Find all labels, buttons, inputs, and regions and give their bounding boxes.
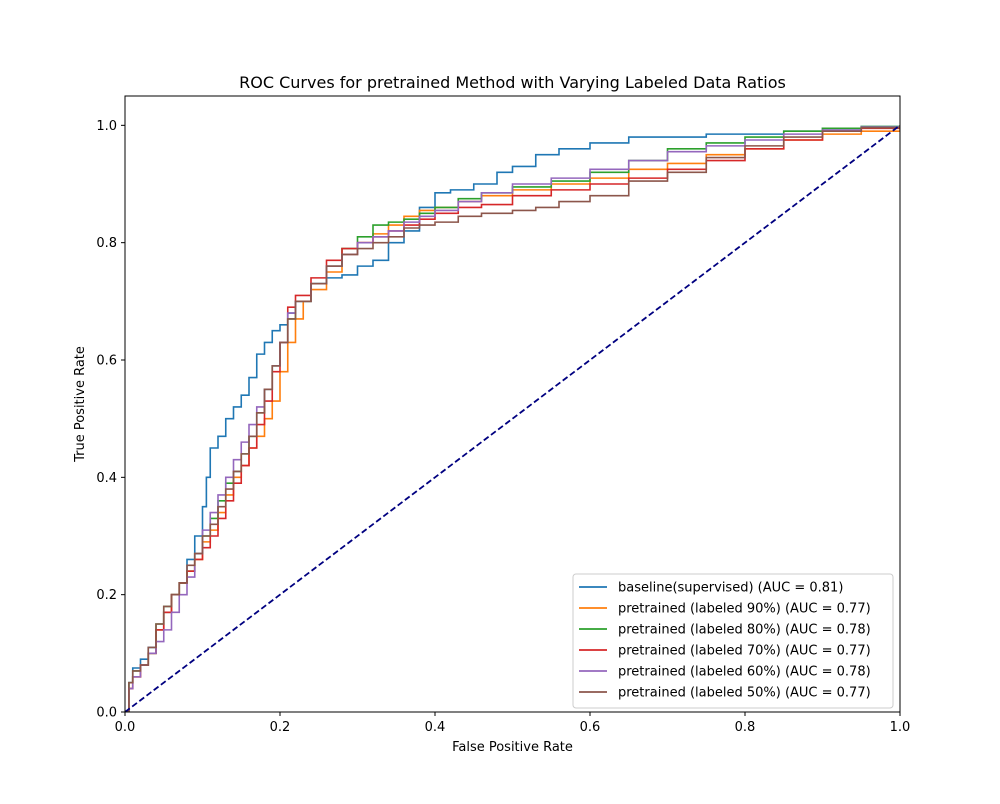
chart-title: ROC Curves for pretrained Method with Va… — [239, 73, 786, 92]
y-tick-label: 0.0 — [96, 706, 117, 721]
y-tick-label: 1.0 — [96, 119, 117, 134]
series-line-6 — [125, 125, 900, 712]
legend-box — [572, 573, 894, 709]
y-tick-label: 0.6 — [96, 354, 117, 369]
legend-label: pretrained (labeled 50%) (AUC = 0.77) — [618, 686, 871, 701]
y-axis-label: True Positive Rate — [73, 346, 88, 463]
axes-frame — [124, 95, 901, 713]
y-tick-label: 0.4 — [96, 471, 117, 486]
x-tick-label: 0.2 — [270, 720, 291, 735]
x-tick-label: 0.6 — [580, 720, 601, 735]
x-tick-label: 0.4 — [425, 720, 446, 735]
legend: baseline(supervised) (AUC = 0.81) pretrai… — [572, 573, 894, 709]
plot-area — [125, 124, 900, 712]
y-tick-label: 0.8 — [96, 236, 117, 251]
x-tick-label: 0.0 — [115, 720, 136, 735]
x-axis-ticks: 0.0 0.2 0.4 0.6 0.8 1.0 — [115, 712, 911, 735]
x-tick-label: 0.8 — [735, 720, 756, 735]
x-axis-label: False Positive Rate — [452, 740, 573, 755]
legend-label: pretrained (labeled 90%) (AUC = 0.77) — [618, 602, 871, 617]
y-axis-ticks: 0.0 0.2 0.4 0.6 0.8 1.0 — [96, 119, 125, 721]
x-tick-label: 1.0 — [890, 720, 911, 735]
legend-label: pretrained (labeled 60%) (AUC = 0.78) — [618, 665, 871, 680]
legend-label: pretrained (labeled 70%) (AUC = 0.77) — [618, 644, 871, 659]
chance-diagonal-line — [125, 124, 900, 712]
y-tick-label: 0.2 — [96, 588, 117, 603]
legend-label: pretrained (labeled 80%) (AUC = 0.78) — [618, 623, 871, 638]
legend-label: baseline(supervised) (AUC = 0.81) — [618, 581, 843, 596]
